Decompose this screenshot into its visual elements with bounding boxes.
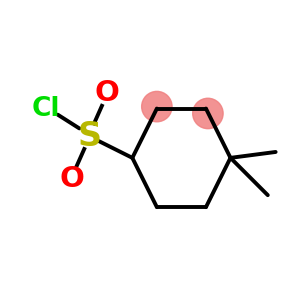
- Text: Cl: Cl: [32, 96, 60, 122]
- Circle shape: [142, 92, 172, 122]
- Text: O: O: [59, 165, 84, 194]
- Text: S: S: [77, 120, 101, 153]
- Text: O: O: [94, 79, 119, 107]
- Circle shape: [193, 98, 223, 129]
